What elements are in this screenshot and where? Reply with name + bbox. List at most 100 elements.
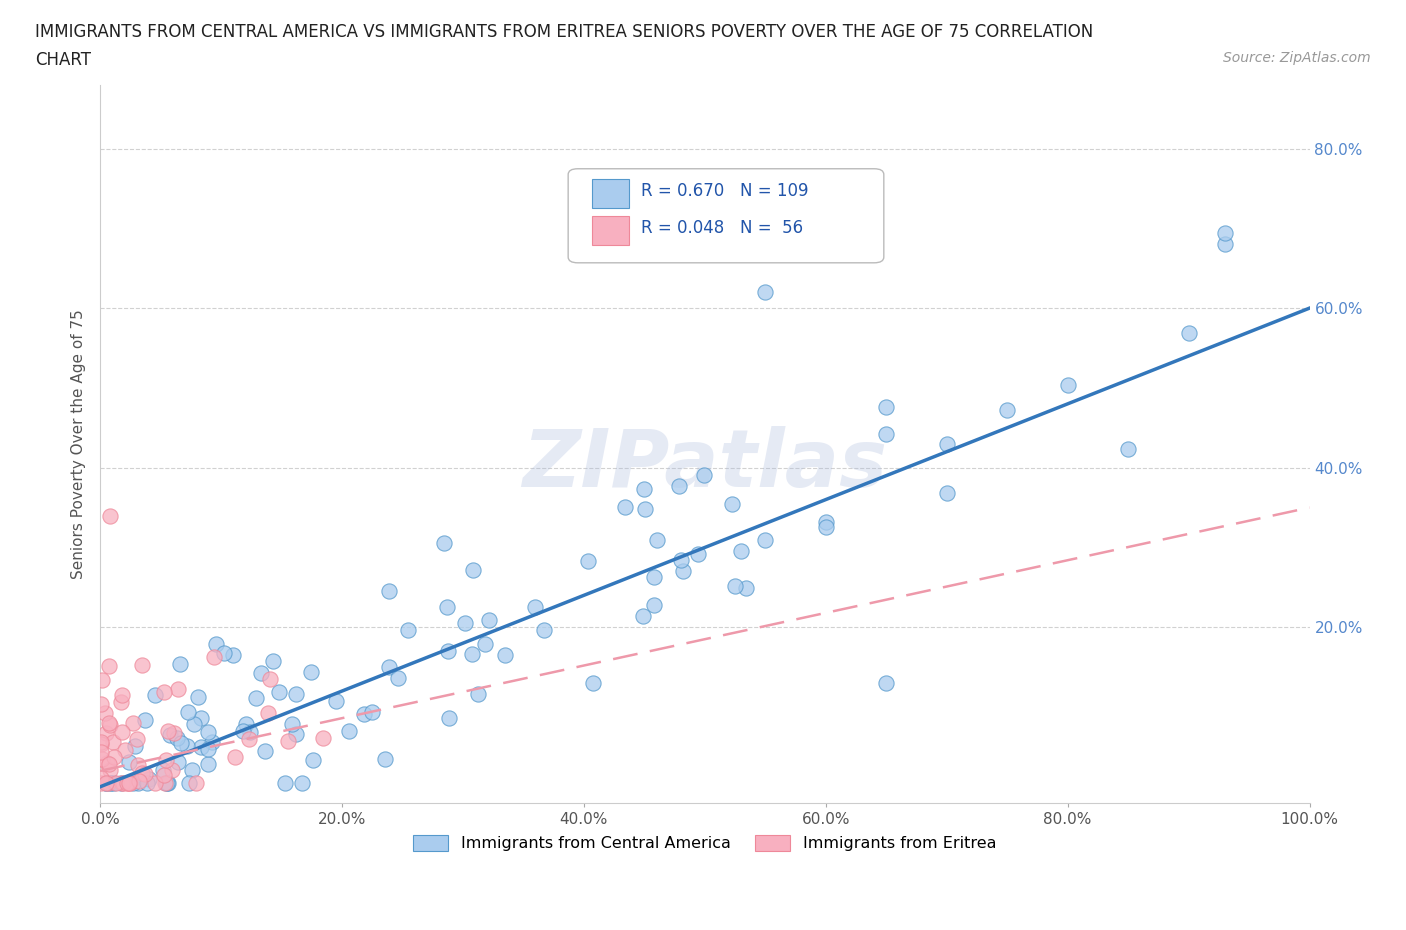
Point — [110, 695, 132, 710]
Point — [110, 776, 132, 790]
Point — [672, 563, 695, 578]
Point — [97, 757, 120, 772]
Point — [669, 552, 692, 567]
Point — [204, 636, 226, 651]
Point — [643, 569, 665, 584]
Point — [686, 547, 709, 562]
Text: ZIPatlas: ZIPatlas — [522, 426, 887, 504]
Point — [259, 671, 281, 686]
Point — [239, 724, 262, 739]
Point — [1213, 237, 1236, 252]
Point — [128, 774, 150, 789]
Point — [112, 776, 135, 790]
Point — [284, 686, 307, 701]
Point — [121, 715, 143, 730]
Point — [724, 578, 747, 593]
Point — [152, 763, 174, 777]
Point — [118, 776, 141, 790]
Point — [94, 705, 117, 720]
Point — [643, 598, 665, 613]
Point — [222, 647, 245, 662]
Point — [155, 776, 177, 790]
Text: R = 0.048   N =  56: R = 0.048 N = 56 — [641, 219, 803, 237]
Point — [474, 637, 496, 652]
Point — [111, 724, 134, 739]
Point — [633, 502, 655, 517]
Point — [875, 400, 897, 415]
Point — [533, 622, 555, 637]
Point — [281, 717, 304, 732]
Text: Source: ZipAtlas.com: Source: ZipAtlas.com — [1223, 51, 1371, 65]
Point — [90, 734, 112, 749]
Point — [131, 765, 153, 780]
Point — [156, 776, 179, 790]
Point — [90, 776, 112, 790]
Point — [94, 726, 117, 741]
Point — [114, 743, 136, 758]
Point — [197, 756, 219, 771]
Point — [730, 543, 752, 558]
Point — [197, 741, 219, 756]
Point — [1213, 226, 1236, 241]
Point — [97, 776, 120, 790]
Point — [1056, 378, 1078, 392]
Point — [180, 763, 202, 777]
Point — [436, 599, 458, 614]
Point — [454, 615, 477, 630]
Point — [118, 776, 141, 790]
Point — [97, 716, 120, 731]
Point — [269, 684, 291, 699]
Point — [136, 776, 159, 790]
Point — [290, 776, 312, 790]
Point — [184, 776, 207, 790]
Point — [143, 776, 166, 790]
Point — [935, 437, 957, 452]
Point — [378, 659, 401, 674]
Point — [187, 689, 209, 704]
Point — [814, 520, 837, 535]
Point — [693, 467, 716, 482]
Legend: Immigrants from Central America, Immigrants from Eritrea: Immigrants from Central America, Immigra… — [405, 827, 1004, 859]
Y-axis label: Seniors Poverty Over the Age of 75: Seniors Poverty Over the Age of 75 — [72, 309, 86, 578]
Point — [100, 776, 122, 790]
Point — [235, 717, 257, 732]
Point — [245, 691, 267, 706]
Point — [143, 687, 166, 702]
Point — [645, 533, 668, 548]
Point — [117, 776, 139, 790]
Point — [127, 776, 149, 790]
Point — [96, 776, 118, 790]
Point — [111, 776, 134, 790]
Point — [325, 694, 347, 709]
Point — [494, 647, 516, 662]
Point — [90, 751, 112, 766]
Text: R = 0.670   N = 109: R = 0.670 N = 109 — [641, 182, 808, 200]
Point — [378, 584, 401, 599]
Point — [156, 776, 179, 790]
Point — [169, 657, 191, 671]
Point — [138, 772, 160, 787]
Point — [111, 688, 134, 703]
FancyBboxPatch shape — [592, 179, 628, 207]
FancyBboxPatch shape — [592, 216, 628, 245]
Point — [98, 508, 121, 523]
Point — [277, 734, 299, 749]
Point — [167, 682, 190, 697]
Point — [183, 716, 205, 731]
FancyBboxPatch shape — [568, 168, 884, 263]
Point — [254, 744, 277, 759]
Point — [202, 650, 225, 665]
Point — [170, 736, 193, 751]
Point — [935, 485, 957, 500]
Point — [201, 735, 224, 750]
Point — [353, 707, 375, 722]
Point — [387, 671, 409, 685]
Point — [90, 672, 112, 687]
Point — [90, 744, 112, 759]
Point — [437, 711, 460, 725]
Point — [160, 763, 183, 777]
Point — [98, 717, 121, 732]
Point — [103, 776, 125, 790]
Point — [190, 739, 212, 754]
Point — [995, 403, 1018, 418]
